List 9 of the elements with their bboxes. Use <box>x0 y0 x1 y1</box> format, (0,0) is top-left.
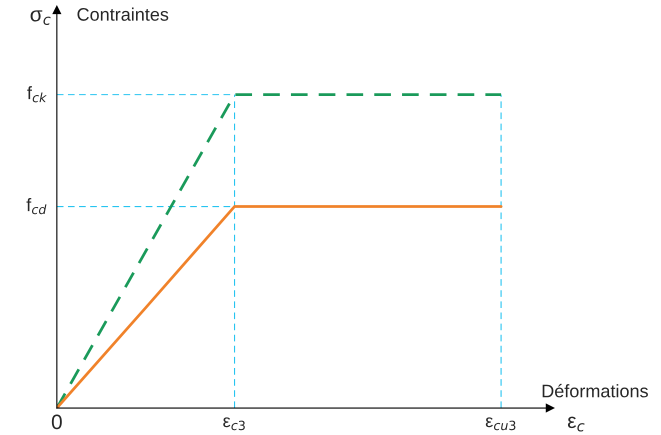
ref-line-label: f$_{cd}$ <box>26 198 46 214</box>
text: ε$_{c}$ <box>568 416 585 432</box>
x-tick-label: ε$_{c3}$ <box>223 417 245 430</box>
y-axis-title: Contraintes <box>77 8 168 21</box>
x-tick-label: 0 <box>52 414 62 430</box>
text: σ$_{c}$ <box>30 10 51 25</box>
x-axis-title: Déformations <box>542 384 648 398</box>
ref-line-label: f$_{ck}$ <box>27 86 47 102</box>
x-tick-label: ε$_{cu3}$ <box>486 417 516 430</box>
